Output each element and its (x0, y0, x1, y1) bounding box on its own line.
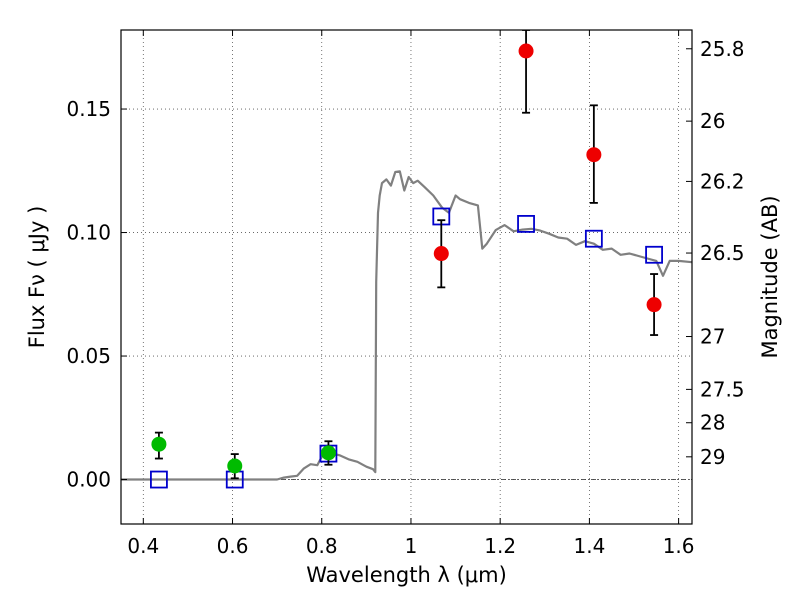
model-square (517, 214, 535, 233)
y-tick-label: 0.00 (66, 468, 111, 492)
grid (121, 30, 692, 524)
x-tick-label: 1.6 (663, 534, 695, 558)
model-square (645, 245, 663, 264)
green-point (320, 445, 336, 461)
y-axis-label: Flux Fν ( μJy ) (25, 206, 49, 349)
plot-area (121, 30, 692, 489)
x-tick-label: 1 (405, 534, 418, 558)
red-point (586, 147, 602, 163)
red-point (646, 297, 662, 313)
model-square (584, 229, 603, 248)
y2-tick-label: 26.2 (700, 169, 745, 193)
x-tick-label: 1.4 (573, 534, 605, 558)
y2-tick-label: 28 (700, 411, 725, 435)
y2-tick-label: 26 (700, 109, 725, 133)
plot-frame (120, 29, 693, 525)
model-square (150, 470, 168, 489)
y2-tick-label: 25.8 (700, 37, 745, 61)
y2-tick-label: 27.5 (700, 377, 745, 401)
x-tick-label: 0.8 (306, 534, 338, 558)
y-tick-label: 0.10 (66, 221, 111, 245)
y2-tick-label: 29 (700, 445, 725, 469)
y-tick-label: 0.05 (66, 344, 111, 368)
green-point (227, 458, 243, 474)
y-tick-label: 0.15 (66, 97, 111, 121)
y2-tick-label: 27 (700, 325, 725, 349)
red-point (433, 246, 449, 262)
x-axis-label: Wavelength λ (μm) (306, 563, 507, 587)
axis-ticks: 0.4 0.6 0.8 1 1.2 1.4 1.6 0.00 0.05 0.10 0.15 25.8 2… (66, 30, 745, 558)
red-point (518, 43, 534, 59)
x-tick-label: 0.6 (217, 534, 249, 558)
sed-template-line (121, 170, 692, 481)
green-point (151, 436, 167, 452)
x-tick-label: 1.2 (484, 534, 516, 558)
y2-tick-label: 26.5 (700, 241, 745, 265)
x-tick-label: 0.4 (127, 534, 159, 558)
y2-axis-label: Magnitude (AB) (758, 195, 782, 358)
